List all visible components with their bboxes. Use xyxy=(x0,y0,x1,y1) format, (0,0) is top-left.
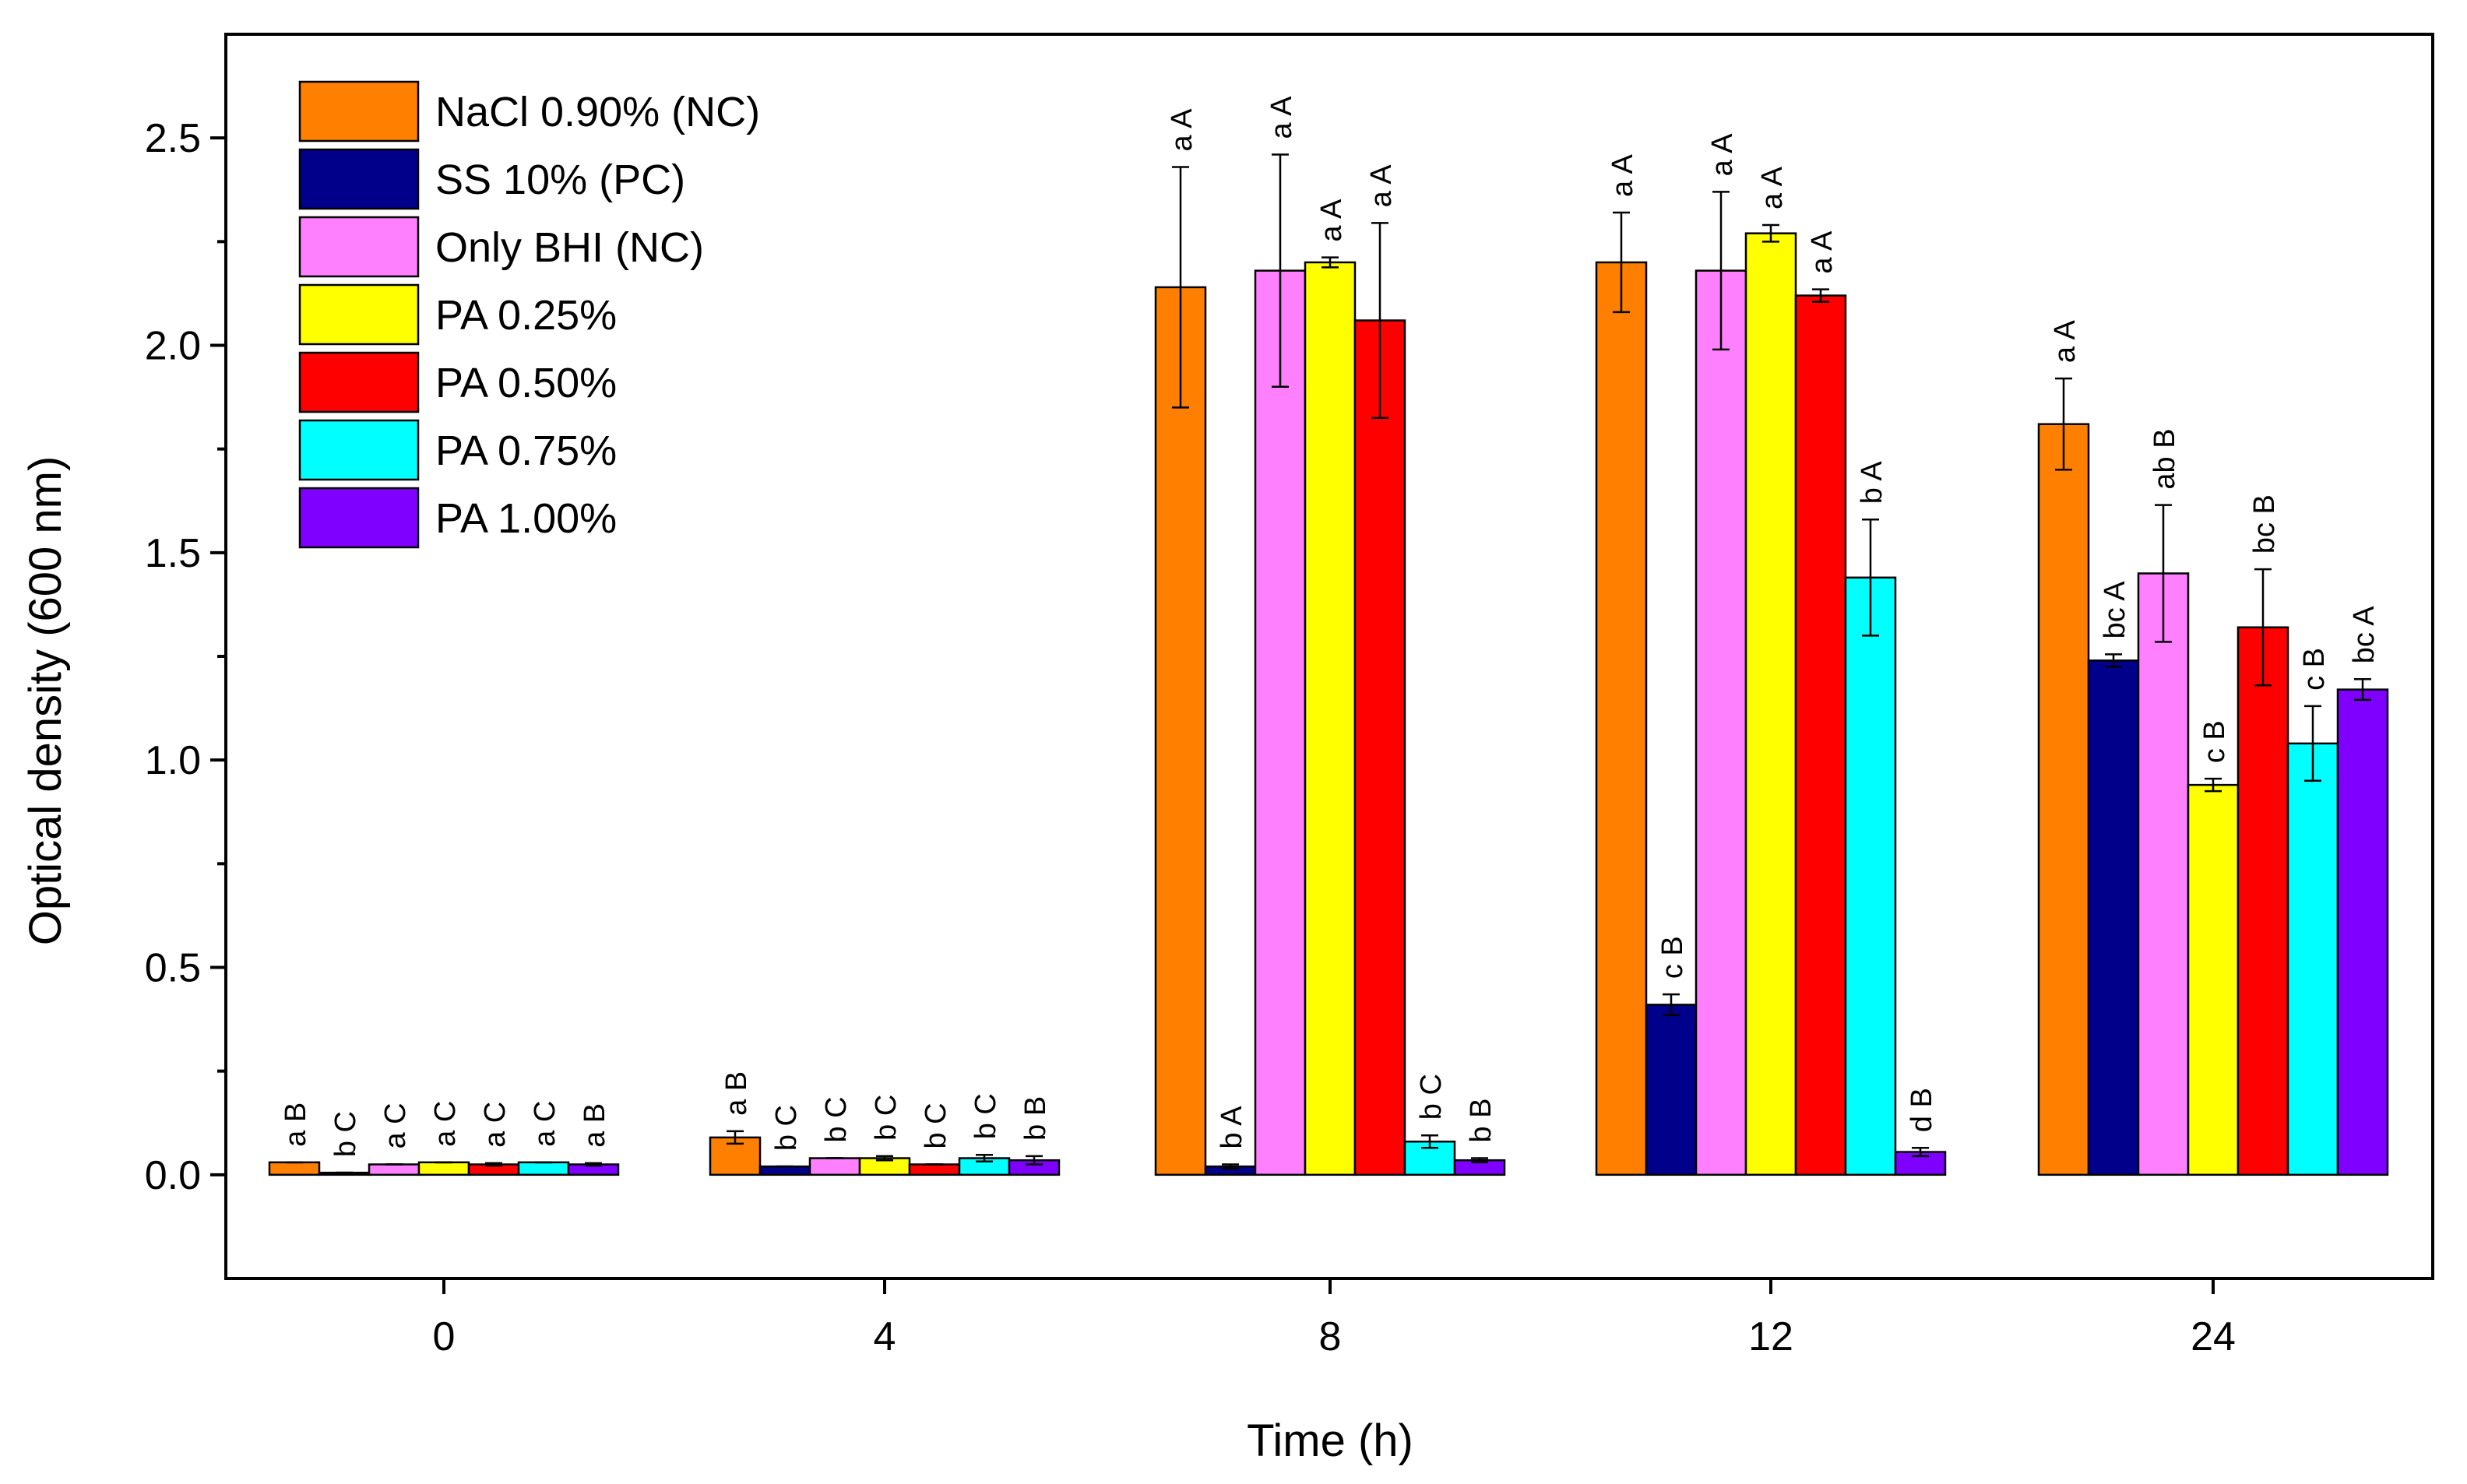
bar xyxy=(808,1157,861,1176)
bar xyxy=(1695,269,1747,1176)
bar xyxy=(2087,659,2140,1176)
significance-label: a A xyxy=(1265,96,1298,139)
significance-label: a C xyxy=(479,1102,512,1148)
significance-label: b C xyxy=(1415,1074,1448,1120)
y-axis-title: Optical density (600 nm) xyxy=(20,456,71,946)
bar xyxy=(517,1161,570,1176)
x-tick-label: 12 xyxy=(1748,1314,1793,1359)
legend-swatch xyxy=(298,487,420,549)
axes: 0.0 0.5 1.0 1.5 2.0 2.5 0 4 8 12 24 xyxy=(145,33,2434,1359)
bar xyxy=(1595,261,1648,1176)
error-bars xyxy=(286,153,2371,1174)
significance-label: b A xyxy=(1856,461,1888,505)
significance-label: b C xyxy=(970,1093,1002,1139)
bars xyxy=(268,232,2389,1176)
bar xyxy=(368,1163,421,1176)
bar xyxy=(1844,576,1897,1176)
significance-label: b B xyxy=(1465,1098,1497,1142)
significance-label: a C xyxy=(529,1101,561,1147)
bar xyxy=(1645,1004,1698,1176)
x-tick-label: 8 xyxy=(1319,1314,1342,1359)
significance-label: a A xyxy=(1706,133,1739,177)
legend-swatch xyxy=(298,216,420,278)
significance-label: a A xyxy=(1365,164,1398,208)
bar xyxy=(758,1165,811,1176)
legend-label: PA 0.75% xyxy=(435,427,617,474)
bar xyxy=(908,1163,961,1176)
legend: NaCl 0.90% (NC) SS 10% (PC) Only BHI (NC) P… xyxy=(298,80,760,549)
legend-swatch xyxy=(298,283,420,346)
bar xyxy=(1794,294,1847,1176)
significance-label: ab B xyxy=(2149,428,2181,489)
significance-label: bc B xyxy=(2248,494,2281,554)
legend-label: PA 0.50% xyxy=(435,360,617,406)
significance-label: b C xyxy=(920,1102,952,1148)
y-tick-label: 0.5 xyxy=(145,946,201,991)
significance-label: a A xyxy=(1166,108,1198,152)
x-tick-label: 4 xyxy=(874,1314,896,1359)
significance-label: a B xyxy=(720,1071,753,1116)
significance-label: d B xyxy=(1906,1088,1938,1132)
y-tick-label: 1.5 xyxy=(145,531,201,576)
bar xyxy=(2037,423,2090,1176)
x-axis-title: Time (h) xyxy=(1247,1415,1413,1466)
bar xyxy=(268,1161,321,1176)
y-tick-label: 2.5 xyxy=(145,116,201,161)
significance-label: c B xyxy=(2298,648,2331,691)
bar xyxy=(2286,742,2339,1176)
significance-label: a A xyxy=(1756,166,1789,209)
bar xyxy=(2336,688,2389,1176)
significance-label: b C xyxy=(329,1111,362,1157)
significance-label: b C xyxy=(820,1096,853,1142)
significance-labels: a B b C a C a C a C a C a B a B b C b C b C b C b C b… xyxy=(280,96,2381,1157)
significance-label: b C xyxy=(770,1105,803,1151)
significance-label: c B xyxy=(2198,720,2231,763)
y-tick-label: 2.0 xyxy=(145,324,201,369)
legend-swatch xyxy=(298,351,420,413)
significance-label: a A xyxy=(2049,320,2082,364)
bar xyxy=(1254,269,1307,1176)
legend-label: Only BHI (NC) xyxy=(435,224,704,271)
x-tick-label: 0 xyxy=(433,1314,456,1359)
legend-label: PA 0.25% xyxy=(435,292,617,339)
significance-label: b B xyxy=(1019,1096,1052,1141)
significance-label: bc A xyxy=(2348,606,2381,664)
significance-label: a B xyxy=(579,1103,611,1148)
legend-swatch xyxy=(298,419,420,481)
bar xyxy=(1304,261,1357,1176)
legend-swatch xyxy=(298,148,420,210)
significance-label: a C xyxy=(429,1101,462,1147)
bar xyxy=(417,1161,470,1176)
bar xyxy=(1403,1140,1456,1176)
bar xyxy=(1154,286,1207,1176)
x-tick-label: 24 xyxy=(2191,1314,2236,1359)
significance-label: a A xyxy=(1315,199,1348,242)
bar xyxy=(1744,232,1797,1176)
significance-label: a C xyxy=(379,1102,412,1148)
significance-label: a A xyxy=(1806,230,1839,274)
bar xyxy=(2236,626,2289,1176)
significance-label: bc A xyxy=(2099,581,2131,639)
significance-label: a A xyxy=(1607,153,1639,197)
significance-label: a B xyxy=(280,1102,312,1147)
significance-label: b A xyxy=(1216,1106,1248,1149)
legend-label: SS 10% (PC) xyxy=(435,156,685,203)
significance-label: b C xyxy=(870,1095,903,1141)
bar xyxy=(1353,319,1406,1176)
legend-label: PA 1.00% xyxy=(435,495,617,542)
legend-swatch xyxy=(298,80,420,142)
legend-label: NaCl 0.90% (NC) xyxy=(435,89,760,135)
significance-label: c B xyxy=(1656,936,1689,979)
bar xyxy=(2137,572,2190,1176)
y-tick-label: 0.0 xyxy=(145,1153,201,1198)
y-tick-label: 1.0 xyxy=(145,738,201,783)
bar xyxy=(2187,783,2240,1176)
